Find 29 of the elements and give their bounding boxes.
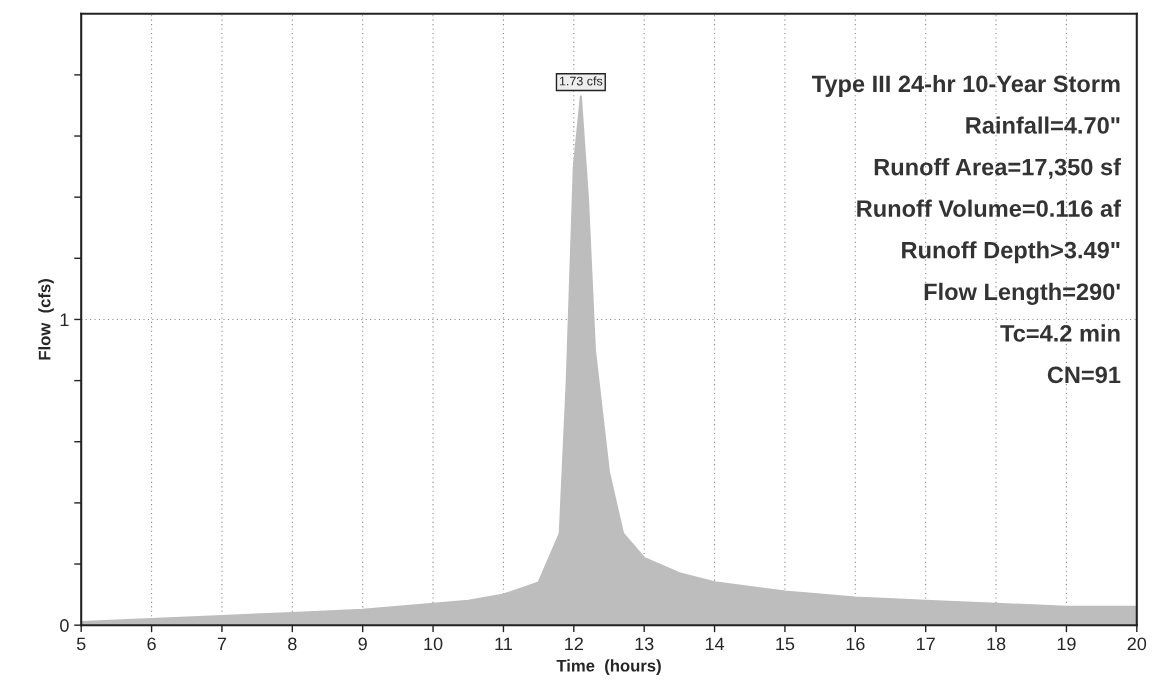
annotation: Runoff Volume=0.116 af — [857, 199, 1122, 217]
x-tick-label: 14 — [705, 637, 725, 651]
x-tick-label: 7 — [217, 637, 227, 651]
annotation: Type III 24-hr 10-Year Storm — [811, 74, 1120, 97]
y-axis-title: Flow (cfs) — [38, 279, 54, 360]
annotation: Runoff Depth>3.49" — [902, 241, 1120, 264]
x-tick-label: 8 — [288, 637, 297, 651]
annotation: Tc=4.2 min — [1000, 324, 1120, 342]
x-tick-label: 19 — [1057, 637, 1076, 651]
annotation: Rainfall=4.70" — [966, 116, 1120, 134]
annotation: 1.73 cfs — [559, 76, 603, 86]
annotation: Runoff Area=17,350 sf — [874, 158, 1122, 179]
x-tick-label: 20 — [1127, 637, 1147, 651]
x-tick-label: 12 — [565, 637, 583, 651]
y-tick-label: 0 — [60, 619, 69, 632]
x-tick-label: 6 — [147, 637, 156, 651]
x-tick-label: 10 — [424, 637, 443, 651]
x-tick-label: 15 — [776, 637, 795, 651]
x-tick-label: 13 — [635, 637, 654, 651]
x-tick-label: 18 — [987, 637, 1006, 651]
x-axis-title: Time (hours) — [556, 659, 661, 675]
annotation: CN=91 — [1047, 366, 1121, 384]
x-tick-label: 5 — [76, 637, 86, 651]
x-tick-label: 9 — [358, 637, 367, 651]
x-tick-label: 16 — [846, 637, 865, 651]
x-tick-label: 17 — [917, 637, 935, 651]
y-tick-label: 1 — [60, 313, 69, 326]
x-tick-label: 11 — [495, 637, 512, 651]
annotation: Flow Length=290' — [924, 282, 1120, 305]
